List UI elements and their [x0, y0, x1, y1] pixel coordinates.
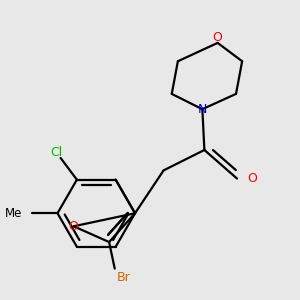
Text: O: O [247, 172, 257, 185]
Text: Cl: Cl [50, 146, 62, 159]
Text: Br: Br [117, 271, 130, 284]
Text: Me: Me [5, 207, 22, 220]
Text: O: O [69, 220, 79, 233]
Text: N: N [198, 103, 207, 116]
Text: O: O [213, 31, 223, 44]
